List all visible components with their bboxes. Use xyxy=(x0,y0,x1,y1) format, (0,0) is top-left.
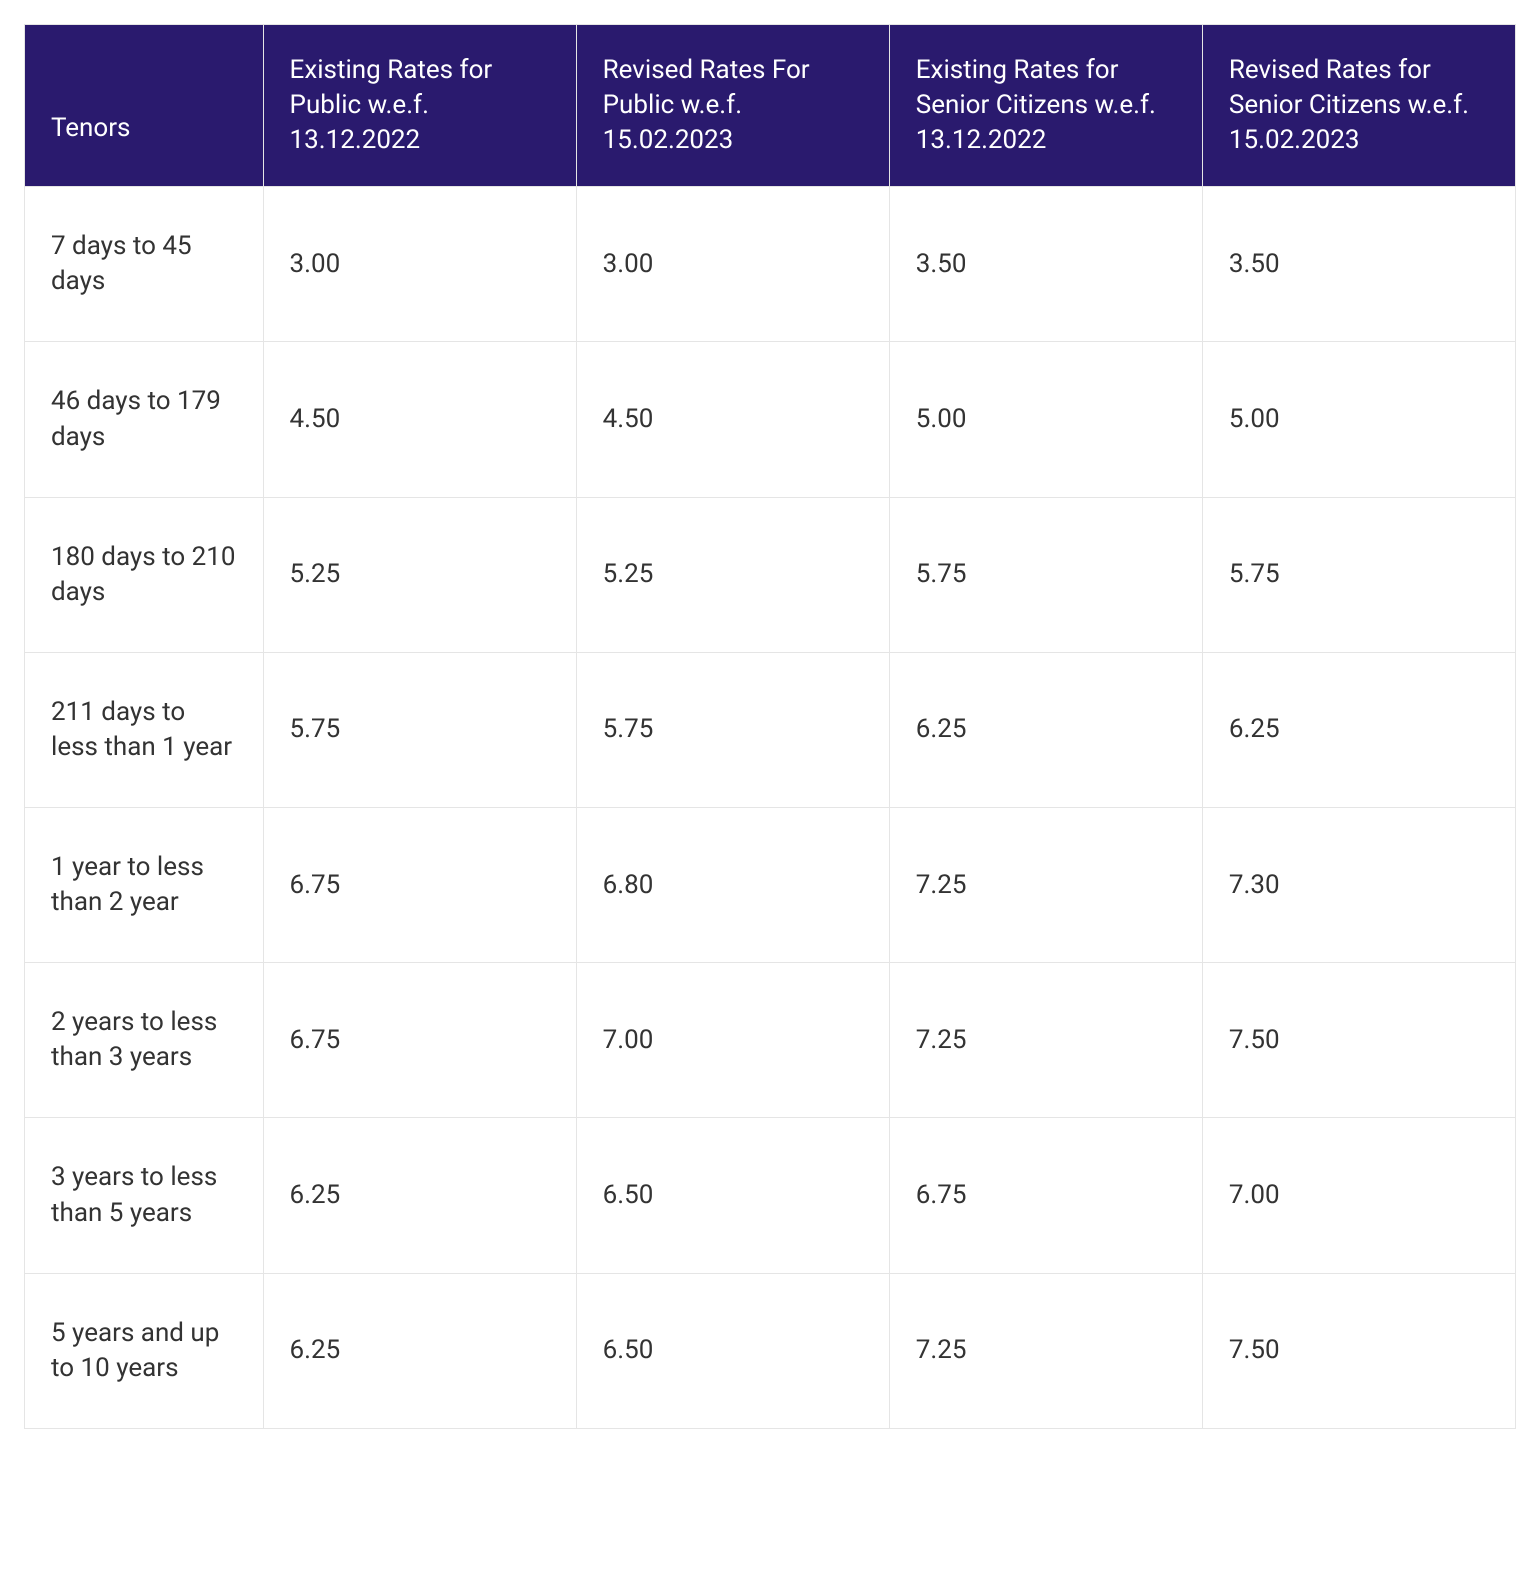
cell-value: 5.75 xyxy=(889,497,1202,652)
cell-value: 3.50 xyxy=(889,187,1202,342)
table-header: Tenors Existing Rates for Public w.e.f. … xyxy=(25,25,1516,187)
cell-value: 5.75 xyxy=(1202,497,1515,652)
cell-value: 4.50 xyxy=(263,342,576,497)
table-row: 7 days to 45 days 3.00 3.00 3.50 3.50 xyxy=(25,187,1516,342)
cell-value: 6.80 xyxy=(576,808,889,963)
cell-value: 7.00 xyxy=(1202,1118,1515,1273)
table-row: 211 days to less than 1 year 5.75 5.75 6… xyxy=(25,652,1516,807)
cell-tenor: 46 days to 179 days xyxy=(25,342,264,497)
cell-value: 3.00 xyxy=(263,187,576,342)
cell-value: 7.25 xyxy=(889,808,1202,963)
cell-value: 7.25 xyxy=(889,1273,1202,1428)
col-public-revised: Revised Rates For Public w.e.f. 15.02.20… xyxy=(576,25,889,187)
cell-tenor: 2 years to less than 3 years xyxy=(25,963,264,1118)
cell-value: 6.25 xyxy=(1202,652,1515,807)
cell-tenor: 180 days to 210 days xyxy=(25,497,264,652)
col-public-existing: Existing Rates for Public w.e.f. 13.12.2… xyxy=(263,25,576,187)
cell-value: 7.50 xyxy=(1202,963,1515,1118)
table-row: 180 days to 210 days 5.25 5.25 5.75 5.75 xyxy=(25,497,1516,652)
cell-value: 6.25 xyxy=(263,1273,576,1428)
cell-value: 7.30 xyxy=(1202,808,1515,963)
cell-value: 3.50 xyxy=(1202,187,1515,342)
cell-value: 6.75 xyxy=(263,963,576,1118)
col-senior-existing: Existing Rates for Senior Citizens w.e.f… xyxy=(889,25,1202,187)
cell-value: 7.25 xyxy=(889,963,1202,1118)
table-row: 1 year to less than 2 year 6.75 6.80 7.2… xyxy=(25,808,1516,963)
cell-tenor: 5 years and up to 10 years xyxy=(25,1273,264,1428)
cell-value: 6.50 xyxy=(576,1118,889,1273)
col-senior-revised: Revised Rates for Senior Citizens w.e.f.… xyxy=(1202,25,1515,187)
col-tenors: Tenors xyxy=(25,25,264,187)
cell-tenor: 7 days to 45 days xyxy=(25,187,264,342)
table-header-row: Tenors Existing Rates for Public w.e.f. … xyxy=(25,25,1516,187)
cell-value: 4.50 xyxy=(576,342,889,497)
cell-value: 6.75 xyxy=(889,1118,1202,1273)
cell-value: 6.75 xyxy=(263,808,576,963)
table-row: 46 days to 179 days 4.50 4.50 5.00 5.00 xyxy=(25,342,1516,497)
table-row: 2 years to less than 3 years 6.75 7.00 7… xyxy=(25,963,1516,1118)
table-body: 7 days to 45 days 3.00 3.00 3.50 3.50 46… xyxy=(25,187,1516,1429)
cell-value: 3.00 xyxy=(576,187,889,342)
cell-value: 5.25 xyxy=(576,497,889,652)
cell-tenor: 211 days to less than 1 year xyxy=(25,652,264,807)
table-row: 5 years and up to 10 years 6.25 6.50 7.2… xyxy=(25,1273,1516,1428)
cell-value: 7.00 xyxy=(576,963,889,1118)
cell-tenor: 3 years to less than 5 years xyxy=(25,1118,264,1273)
cell-value: 7.50 xyxy=(1202,1273,1515,1428)
cell-value: 5.75 xyxy=(576,652,889,807)
rates-table: Tenors Existing Rates for Public w.e.f. … xyxy=(24,24,1516,1429)
table-row: 3 years to less than 5 years 6.25 6.50 6… xyxy=(25,1118,1516,1273)
cell-value: 5.00 xyxy=(1202,342,1515,497)
cell-value: 6.50 xyxy=(576,1273,889,1428)
cell-value: 5.00 xyxy=(889,342,1202,497)
cell-value: 6.25 xyxy=(263,1118,576,1273)
cell-value: 6.25 xyxy=(889,652,1202,807)
cell-value: 5.25 xyxy=(263,497,576,652)
cell-value: 5.75 xyxy=(263,652,576,807)
cell-tenor: 1 year to less than 2 year xyxy=(25,808,264,963)
